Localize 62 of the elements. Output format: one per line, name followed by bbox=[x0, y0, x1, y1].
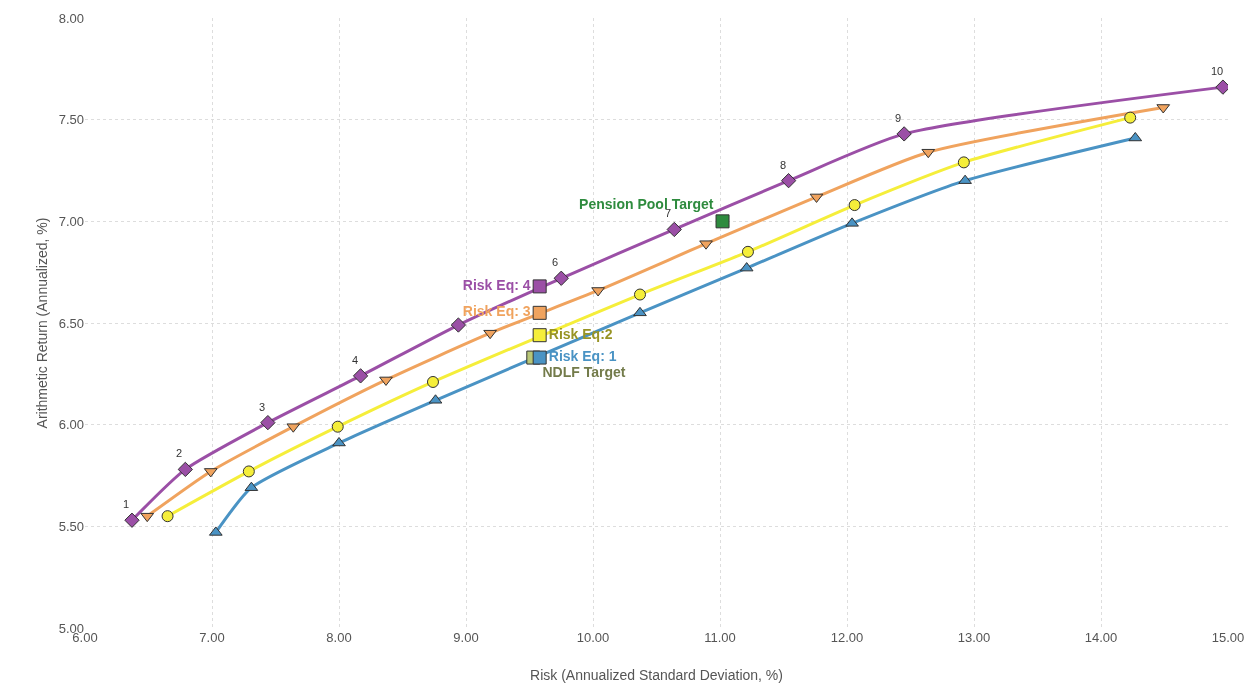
x-tick-label: 7.00 bbox=[199, 630, 225, 645]
annotation: 8 bbox=[780, 159, 787, 171]
annotation: 6 bbox=[552, 256, 559, 268]
point bbox=[633, 306, 647, 317]
annotation: 10 bbox=[1211, 65, 1224, 77]
point bbox=[532, 350, 547, 365]
x-tick-label: 10.00 bbox=[576, 630, 610, 645]
x-axis-title: Risk (Annualized Standard Deviation, %) bbox=[530, 667, 783, 683]
point bbox=[177, 461, 193, 478]
point bbox=[140, 512, 155, 523]
y-tick-label: 5.50 bbox=[58, 518, 84, 534]
point bbox=[532, 328, 547, 343]
annotation: 3 bbox=[259, 401, 266, 413]
x-tick-label: 8.00 bbox=[326, 630, 352, 645]
point bbox=[699, 240, 713, 250]
point bbox=[666, 221, 682, 238]
x-tick-label: 14.00 bbox=[1084, 630, 1118, 645]
point bbox=[532, 279, 547, 294]
point bbox=[848, 199, 861, 212]
point bbox=[957, 156, 970, 169]
annotation: 4 bbox=[352, 354, 359, 366]
point bbox=[553, 270, 569, 286]
point bbox=[532, 305, 547, 320]
y-tick-label: 8.00 bbox=[58, 10, 84, 26]
point bbox=[379, 376, 393, 386]
point bbox=[483, 329, 497, 340]
point bbox=[1128, 131, 1143, 142]
point bbox=[633, 288, 646, 301]
point bbox=[715, 214, 730, 229]
y-tick-label: 7.00 bbox=[58, 213, 84, 229]
annotation: 1 bbox=[123, 498, 130, 510]
x-tick-label: 15.00 bbox=[1211, 630, 1245, 645]
y-tick-label: 6.50 bbox=[58, 315, 84, 331]
point bbox=[161, 510, 174, 523]
series-label: Risk Eq: 4 bbox=[462, 276, 531, 293]
y-tick-label: 6.00 bbox=[58, 417, 84, 433]
point bbox=[591, 287, 605, 297]
point bbox=[958, 174, 972, 184]
x-tick-label: 12.00 bbox=[830, 630, 864, 645]
point bbox=[1124, 111, 1137, 124]
x-tick-label: 13.00 bbox=[957, 630, 991, 645]
annotation: 9 bbox=[895, 112, 902, 124]
series-label: NDLF Target bbox=[542, 364, 626, 381]
point bbox=[331, 420, 344, 433]
point bbox=[124, 512, 140, 528]
point bbox=[450, 317, 467, 333]
series-label: Risk Eq: 1 bbox=[548, 348, 617, 365]
x-tick-label: 9.00 bbox=[453, 630, 479, 645]
point bbox=[426, 375, 439, 388]
annotation: 2 bbox=[176, 447, 183, 459]
point bbox=[332, 436, 346, 447]
y-axis-title: Arithmetic Return (Annualized, %) bbox=[34, 217, 50, 429]
point bbox=[896, 126, 912, 142]
point bbox=[352, 368, 369, 384]
point bbox=[260, 414, 276, 431]
point bbox=[921, 148, 936, 159]
y-tick-label: 7.50 bbox=[58, 112, 84, 128]
x-tick-label: 11.00 bbox=[704, 630, 736, 645]
point bbox=[780, 173, 797, 189]
point bbox=[845, 217, 859, 227]
point bbox=[741, 245, 754, 258]
point bbox=[242, 465, 255, 478]
